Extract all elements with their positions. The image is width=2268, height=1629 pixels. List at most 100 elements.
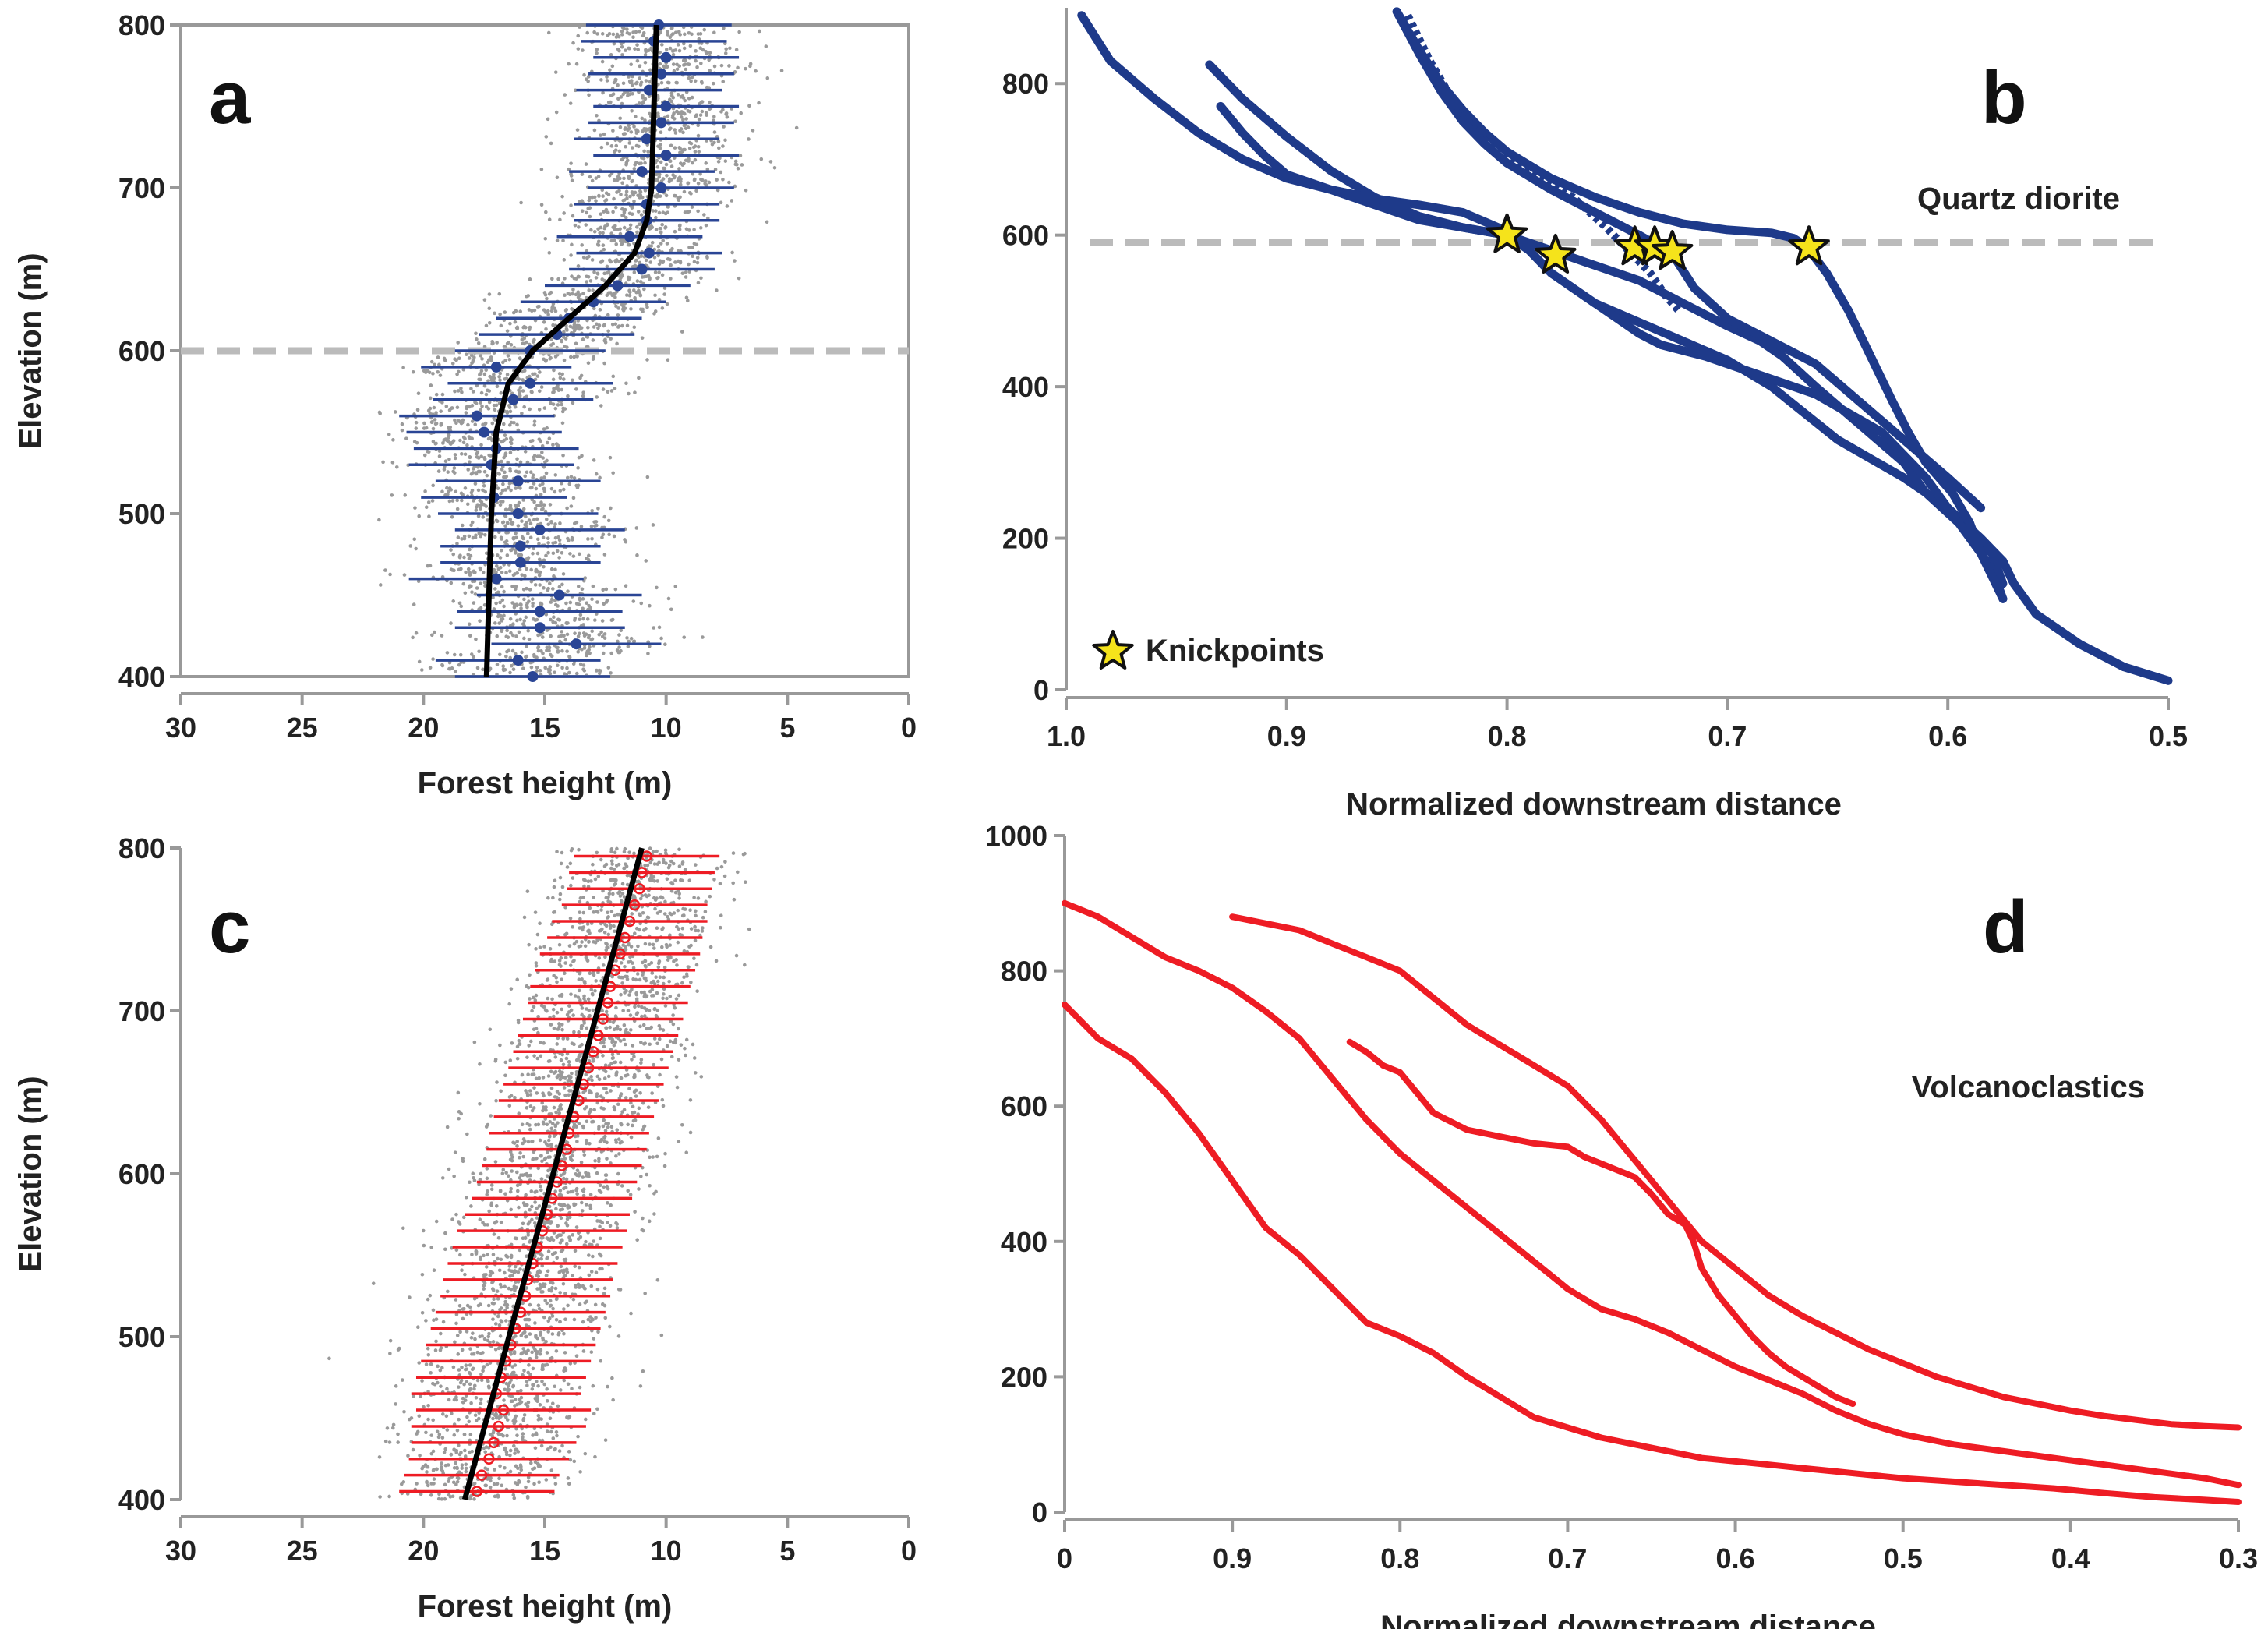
scatter-point <box>698 101 702 106</box>
scatter-point <box>560 666 564 670</box>
scatter-point <box>525 540 530 544</box>
scatter-point <box>595 322 599 327</box>
scatter-point <box>450 1217 454 1221</box>
scatter-point <box>475 337 479 341</box>
scatter-point <box>688 1098 693 1102</box>
scatter-point <box>484 405 489 409</box>
scatter-point <box>508 1453 512 1458</box>
scatter-point <box>453 453 457 457</box>
scatter-point <box>547 1204 552 1209</box>
scatter-point <box>585 280 588 284</box>
scatter-point <box>549 597 554 602</box>
scatter-point <box>687 262 691 267</box>
scatter-point <box>546 541 550 545</box>
scatter-point <box>559 1058 563 1062</box>
scatter-point <box>556 1331 561 1335</box>
scatter-point <box>503 1270 507 1275</box>
mean-marker <box>636 166 648 178</box>
scatter-point <box>511 573 516 578</box>
scatter-point <box>551 443 555 447</box>
scatter-point <box>666 358 670 362</box>
scatter-point <box>544 210 548 214</box>
scatter-point <box>638 76 642 80</box>
scatter-point <box>658 259 662 263</box>
scatter-point <box>630 1058 634 1062</box>
scatter-point <box>546 1138 551 1143</box>
scatter-point <box>523 450 528 454</box>
scatter-point <box>634 1088 638 1093</box>
scatter-point <box>572 1030 576 1034</box>
scatter-point <box>528 374 532 379</box>
scatter-point <box>581 48 585 52</box>
scatter-point <box>587 634 592 638</box>
scatter-point <box>696 281 701 285</box>
scatter-point <box>616 1171 620 1176</box>
scatter-point <box>626 645 631 648</box>
scatter-point <box>585 1138 588 1143</box>
scatter-point <box>488 374 492 379</box>
scatter-point <box>528 1239 533 1242</box>
scatter-point <box>655 165 660 169</box>
scatter-point <box>669 126 673 131</box>
scatter-point <box>615 1226 620 1230</box>
scatter-point <box>597 1157 601 1161</box>
scatter-point <box>625 158 630 163</box>
scatter-point <box>645 1172 648 1177</box>
scatter-point <box>684 270 688 274</box>
scatter-point <box>417 659 422 664</box>
scatter-point <box>560 481 563 486</box>
scatter-point <box>482 503 486 507</box>
scatter-point <box>600 259 605 263</box>
scatter-point <box>547 1316 552 1320</box>
scatter-point <box>545 1429 549 1433</box>
scatter-point <box>643 53 648 57</box>
scatter-point <box>491 1416 495 1421</box>
scatter-point <box>613 587 618 592</box>
scatter-point <box>635 230 639 235</box>
scatter-point <box>553 489 557 494</box>
scatter-point <box>445 486 449 490</box>
scatter-point <box>443 1447 447 1451</box>
scatter-point <box>496 1256 500 1261</box>
scatter-point <box>551 551 556 556</box>
scatter-point <box>422 1405 426 1409</box>
y-tick-label: 500 <box>118 498 165 530</box>
scatter-point <box>571 662 576 666</box>
scatter-point <box>581 663 586 667</box>
scatter-point <box>515 1433 519 1437</box>
scatter-point <box>684 275 688 279</box>
scatter-point <box>475 1378 480 1383</box>
scatter-point <box>468 405 472 409</box>
scatter-point <box>509 631 513 635</box>
scatter-point <box>460 390 464 394</box>
scatter-point <box>470 520 475 525</box>
scatter-point <box>658 1072 662 1077</box>
scatter-point <box>521 1347 525 1351</box>
scatter-point <box>700 109 705 114</box>
scatter-point <box>536 633 540 638</box>
scatter-point <box>695 256 700 260</box>
scatter-point <box>611 1398 615 1402</box>
scatter-point <box>480 357 484 361</box>
scatter-point <box>498 1464 502 1468</box>
scatter-point <box>569 203 573 207</box>
scatter-point <box>515 325 520 330</box>
scatter-point <box>532 337 536 342</box>
scatter-point <box>696 209 700 214</box>
scatter-point <box>503 1073 507 1078</box>
scatter-point <box>662 64 666 69</box>
scatter-point <box>558 376 563 380</box>
scatter-point <box>650 1091 654 1095</box>
scatter-point <box>471 1331 475 1335</box>
scatter-point <box>499 548 503 553</box>
scatter-point <box>501 482 505 486</box>
x-tick-label: 0.6 <box>1928 720 1967 752</box>
scatter-point <box>631 1044 635 1048</box>
scatter-point <box>411 635 415 640</box>
scatter-point <box>622 1037 626 1042</box>
scatter-point <box>647 1075 651 1080</box>
scatter-point <box>555 1256 559 1260</box>
scatter-point <box>537 542 541 546</box>
scatter-point <box>620 29 624 34</box>
scatter-point <box>616 1334 621 1338</box>
